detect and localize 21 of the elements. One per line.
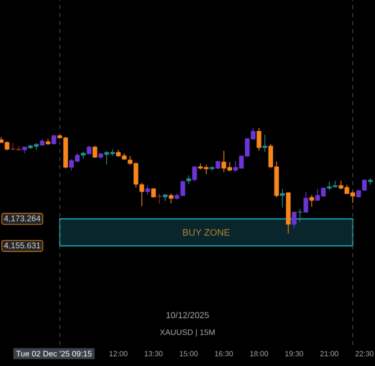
candlestick xyxy=(262,134,268,152)
candlestick xyxy=(280,188,285,208)
candlestick xyxy=(92,145,98,158)
y-tick-label: 4,155.631 xyxy=(4,242,40,250)
annotation: 10/12/2025 xyxy=(166,312,209,318)
text: Tue 02 Dec '25 09:15 xyxy=(16,350,92,356)
candlestick xyxy=(298,208,302,222)
y-tick-label: 4,173.264 xyxy=(4,215,40,222)
candlestick xyxy=(292,211,296,229)
candlestick xyxy=(168,193,174,204)
candlestick xyxy=(151,188,156,198)
candlestick xyxy=(145,185,150,196)
candlestick xyxy=(309,194,314,208)
annotation: XAUUSD | 15M xyxy=(160,329,215,337)
candlestick xyxy=(362,179,367,192)
candlestick xyxy=(139,182,144,207)
candlestick xyxy=(256,128,262,152)
candlestick xyxy=(192,166,197,182)
candlestick xyxy=(52,134,56,145)
candlestick xyxy=(304,192,308,214)
band-label: BUY ZONE xyxy=(183,229,230,236)
